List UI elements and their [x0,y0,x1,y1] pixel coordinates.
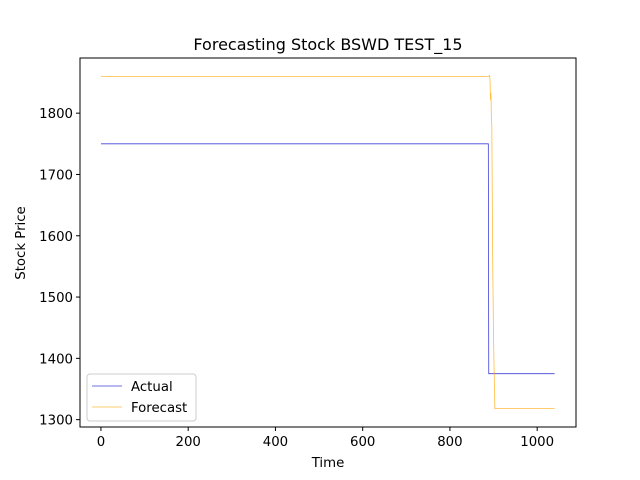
y-tick-label: 1300 [39,414,73,429]
y-tick-label: 1400 [39,352,73,367]
plot-area [100,75,555,410]
x-tick-label: 0 [97,435,105,450]
x-tick-label: 400 [263,435,288,450]
y-tick-label: 1600 [39,230,73,245]
y-tick-label: 1500 [39,291,73,306]
y-tick-label: 1800 [39,107,73,122]
series-line-1 [100,75,555,410]
x-tick-label: 600 [350,435,375,450]
x-tick-label: 1000 [520,435,554,450]
axes-frame [79,57,577,428]
legend-label-0: Actual [131,380,173,395]
legend: Actual Forecast [86,373,197,422]
y-axis-label: Stock Price [14,206,29,279]
legend-label-1: Forecast [131,401,187,416]
axes: 0 200 400 600 800 1000 1300 1400 1500 1600 1700 180… [39,57,577,450]
x-axis-label: Time [311,456,345,471]
y-tick-label: 1700 [39,168,73,183]
x-tick-label: 200 [175,435,200,450]
series-line-0 [100,143,555,375]
x-tick-label: 800 [437,435,462,450]
chart-title: Forecasting Stock BSWD TEST_15 [193,35,462,55]
